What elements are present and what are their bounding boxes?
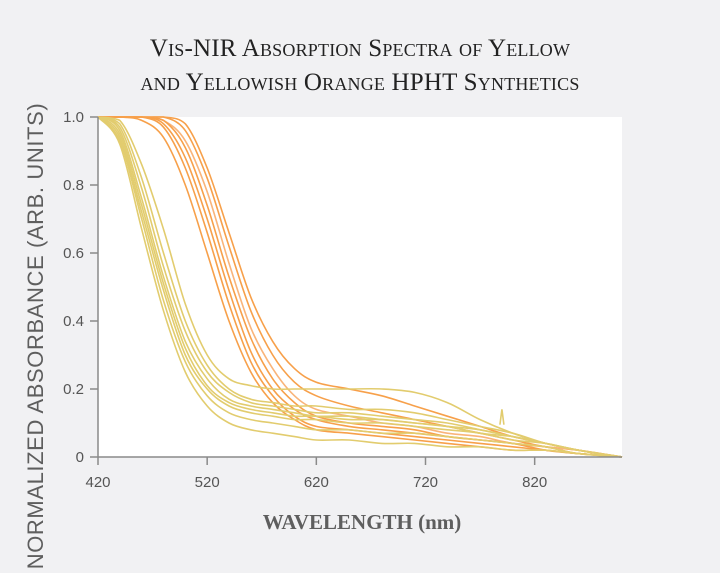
- chart-title-line-2: and Yellowish Orange HPHT Synthetics: [140, 69, 580, 96]
- y-tick-label: 0: [76, 449, 84, 466]
- x-tick-label: 720: [413, 474, 438, 491]
- series-line-yellow-6: [97, 116, 623, 458]
- series-line-orange-6: [98, 116, 623, 458]
- series-line-yellow-2: [97, 116, 623, 458]
- chart-title: Vis-NIR Absorption Spectra of Yellow and…: [0, 32, 720, 100]
- x-tick-label: 420: [85, 474, 110, 491]
- y-tick-label: 1.0: [63, 109, 84, 126]
- series-layer: [97, 116, 623, 458]
- y-tick-label: 0.4: [63, 313, 84, 330]
- x-tick-label: 820: [522, 474, 547, 491]
- chart-title-line-1: Vis-NIR Absorption Spectra of Yellow: [149, 35, 571, 62]
- series-line-yellow-7: [97, 116, 623, 458]
- plot-area: [98, 117, 622, 457]
- x-tick-label: 520: [195, 474, 220, 491]
- series-line-yellow-8: [97, 116, 623, 458]
- x-axis-label: WAVELENGTH (nm): [262, 510, 462, 534]
- y-tick-label: 0.8: [63, 177, 84, 194]
- series-line-yellow-5: [97, 116, 623, 458]
- y-tick-label: 0.6: [63, 245, 84, 262]
- x-tick-label: 620: [304, 474, 329, 491]
- axis-layer: 420 520 620 720 820 0 0.2 0.4 0.6 0.8 1.0: [63, 109, 622, 491]
- spike-annotation: [499, 409, 505, 425]
- y-tick-label: 0.2: [63, 381, 84, 398]
